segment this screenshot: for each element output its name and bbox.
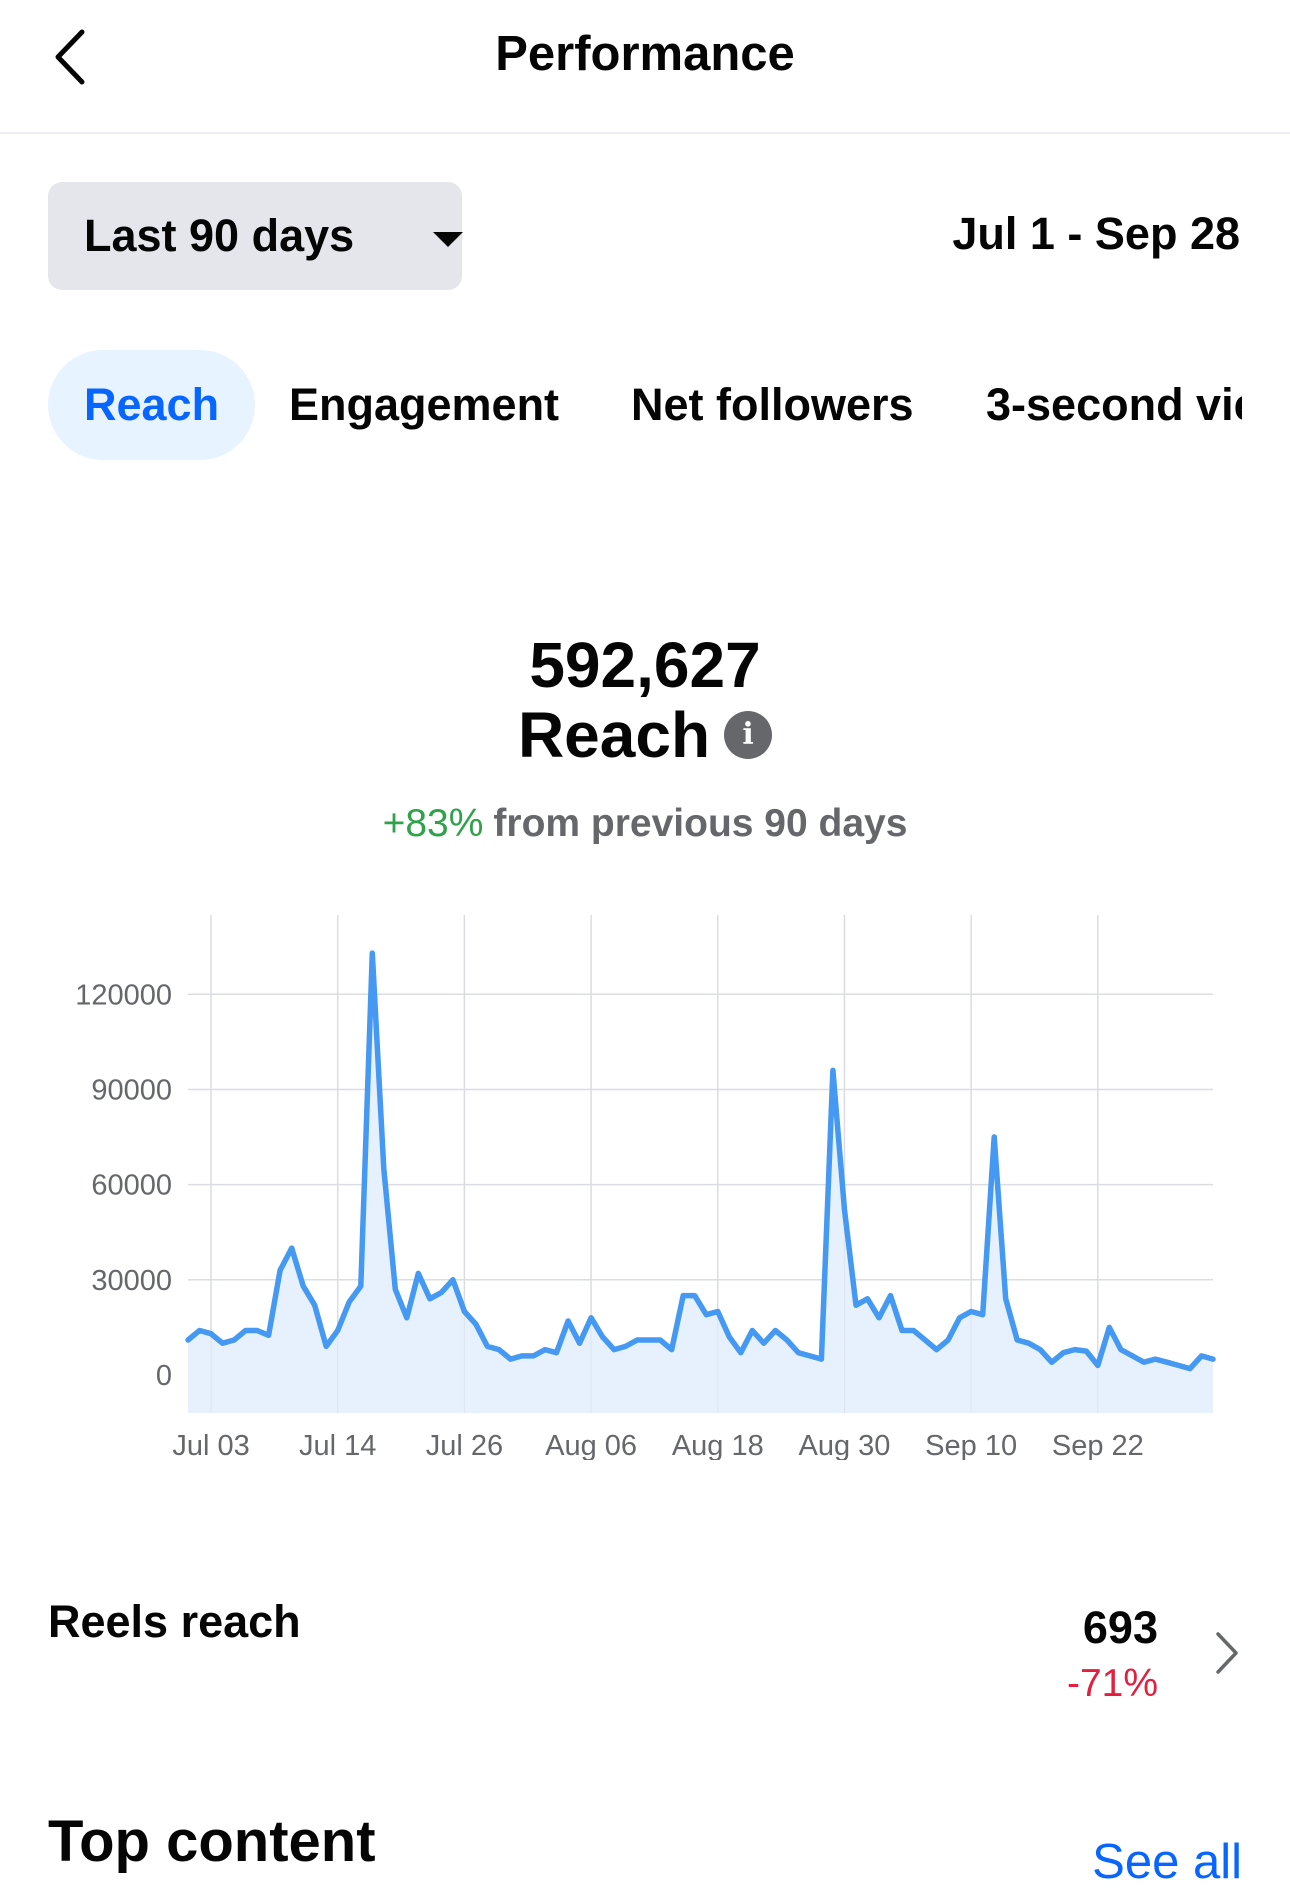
x-tick-label: Jul 03 bbox=[172, 1430, 249, 1460]
page-title: Performance bbox=[495, 27, 795, 81]
y-tick-label: 0 bbox=[156, 1360, 172, 1392]
date-range-dropdown-label: Last 90 days bbox=[84, 210, 355, 261]
metric-label: Reach bbox=[517, 699, 711, 771]
x-tick-label: Aug 30 bbox=[798, 1430, 890, 1460]
y-tick-label: 120000 bbox=[75, 979, 172, 1011]
reels-reach-value: 693 bbox=[1082, 1602, 1158, 1653]
tab-3-second-views[interactable]: 3-second views bbox=[986, 379, 1242, 430]
caret-down-icon bbox=[433, 232, 463, 247]
tab-net-followers[interactable]: Net followers bbox=[631, 379, 914, 430]
reach-total: 592,627 bbox=[529, 629, 761, 701]
reels-reach-change: -71% bbox=[1066, 1662, 1158, 1705]
change-description: from previous 90 days bbox=[493, 802, 908, 845]
date-range-dropdown[interactable]: Last 90 days bbox=[48, 182, 463, 290]
tab-engagement[interactable]: Engagement bbox=[289, 379, 560, 430]
chevron-right-icon bbox=[1216, 1632, 1238, 1674]
x-tick-label: Sep 22 bbox=[1052, 1430, 1144, 1460]
date-range-text: Jul 1 - Sep 28 bbox=[952, 208, 1240, 259]
y-tick-label: 90000 bbox=[91, 1074, 172, 1106]
x-tick-label: Aug 18 bbox=[672, 1430, 764, 1460]
x-tick-label: Sep 10 bbox=[925, 1430, 1017, 1460]
x-tick-label: Jul 26 bbox=[426, 1430, 503, 1460]
chevron-left-icon[interactable] bbox=[48, 28, 96, 86]
reels-reach-row[interactable]: Reels reach 693 -71% bbox=[0, 1570, 1290, 1720]
reach-area-fill bbox=[188, 953, 1213, 1413]
header: Performance bbox=[0, 0, 1290, 134]
see-all-link[interactable]: See all bbox=[1092, 1835, 1242, 1889]
reach-chart: 0 30000 60000 90000 120000 Jul 03 Jul 14 Jul 26… bbox=[75, 915, 1216, 1460]
x-tick-label: Aug 06 bbox=[545, 1430, 637, 1460]
y-tick-label: 30000 bbox=[91, 1265, 172, 1297]
reels-reach-label: Reels reach bbox=[48, 1596, 301, 1647]
reach-series-line bbox=[185, 950, 1216, 1372]
top-content-title: Top content bbox=[48, 1809, 376, 1874]
metric-tabs: Reach Engagement Net followers 3-second … bbox=[48, 350, 1242, 460]
x-tick-label: Jul 14 bbox=[299, 1430, 376, 1460]
change-percent: +83% bbox=[382, 802, 484, 845]
info-icon[interactable]: i bbox=[724, 711, 773, 759]
metric-label-row: Reach i bbox=[0, 698, 1290, 772]
tab-reach[interactable]: Reach bbox=[48, 350, 256, 460]
y-tick-label: 60000 bbox=[91, 1170, 172, 1202]
metric-change: +83% from previous 90 days bbox=[0, 802, 1290, 846]
